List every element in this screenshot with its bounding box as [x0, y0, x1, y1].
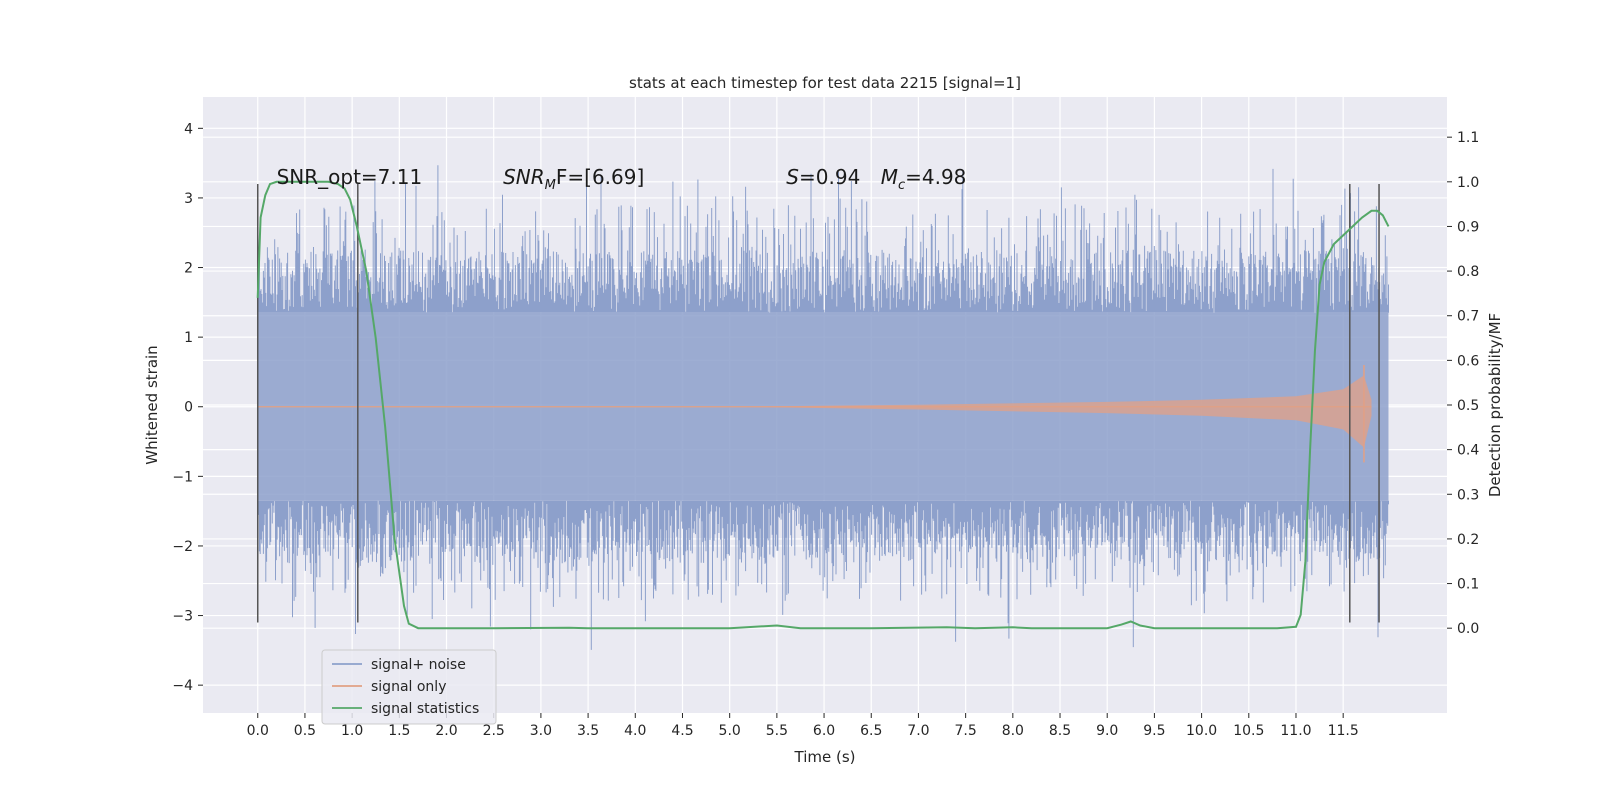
x-tick-label: 7.5: [955, 723, 977, 739]
x-axis-label: Time (s): [794, 748, 856, 766]
annotation-snr-opt: SNR_opt=7.11: [277, 165, 423, 189]
annotation-snr-mf-sub: M: [545, 178, 556, 193]
annotation-mc-var: M: [881, 165, 898, 189]
y-tick-label: 0: [184, 400, 193, 416]
x-tick-label: 8.5: [1049, 723, 1071, 739]
y2-tick-label: 0.4: [1457, 443, 1479, 459]
y-tick-label: 2: [184, 261, 193, 277]
x-tick-label: 3.5: [577, 723, 599, 739]
x-tick-label: 0.0: [247, 723, 269, 739]
x-axis-ticks: 0.0 0.5 1.0 1.5 2.0 2.5 3.0 3.5 4.0 4.5 5.0 5.5 6.0 6…: [247, 713, 1359, 739]
vertical-markers: [256, 184, 1380, 623]
y2-tick-label: 0.0: [1457, 621, 1479, 637]
y2-tick-label: 0.7: [1457, 309, 1479, 325]
annotation-mc: Mc=4.98: [881, 165, 967, 193]
legend-box: [321, 649, 497, 725]
x-tick-label: 2.0: [435, 723, 457, 739]
y-axis-label: Whitened strain: [143, 345, 161, 464]
y-tick-label: 3: [184, 191, 193, 207]
series-signal-only: [257, 364, 1372, 463]
x-tick-label: 11.0: [1280, 723, 1311, 739]
chart-title: stats at each timestep for test data 221…: [629, 74, 1021, 92]
y-axis-ticks: −4 −3 −2 −1 0 1 2 3 4: [172, 121, 203, 694]
y2-tick-label: 0.8: [1457, 264, 1479, 280]
y2-tick-label: 0.1: [1457, 577, 1479, 593]
x-tick-label: 1.5: [388, 723, 410, 739]
x-tick-label: 3.0: [530, 723, 552, 739]
x-tick-label: 6.5: [860, 723, 882, 739]
x-tick-label: 9.0: [1096, 723, 1118, 739]
x-tick-label: 9.5: [1143, 723, 1165, 739]
y-tick-label: 1: [184, 330, 193, 346]
x-tick-label: 5.5: [766, 723, 788, 739]
y-tick-label: −4: [172, 678, 193, 694]
legend-label-signal-statistics: signal statistics: [371, 701, 479, 717]
annotation-s: S=0.94: [786, 165, 860, 189]
y2-tick-label: 0.5: [1457, 398, 1479, 414]
annotation-mc-sub: c: [898, 178, 905, 193]
y2-tick-label: 0.6: [1457, 353, 1479, 369]
x-tick-label: 4.0: [624, 723, 646, 739]
x-tick-label: 2.5: [483, 723, 505, 739]
annotation-s-var: S: [786, 165, 799, 189]
x-tick-label: 8.0: [1002, 723, 1024, 739]
annotations: SNR_opt=7.11 SNRMF=[6.69] S=0.94 Mc=4.98: [277, 165, 967, 193]
x-tick-label: 6.0: [813, 723, 835, 739]
x-tick-label: 5.0: [719, 723, 741, 739]
x-tick-label: 7.0: [907, 723, 929, 739]
x-tick-label: 10.5: [1233, 723, 1264, 739]
y-tick-label: −2: [172, 539, 193, 555]
annotation-snr-mf-rest: F=[6.69]: [556, 165, 644, 189]
legend-label-signal-noise: signal+ noise: [371, 657, 466, 673]
signal-envelope: [257, 375, 1372, 448]
y2-tick-label: 1.1: [1457, 130, 1479, 146]
x-tick-label: 4.5: [671, 723, 693, 739]
y2-tick-label: 0.3: [1457, 487, 1479, 503]
x-tick-label: 11.5: [1328, 723, 1359, 739]
x-tick-label: 10.0: [1186, 723, 1217, 739]
y2-tick-label: 0.9: [1457, 219, 1479, 235]
annotation-snr-mf-main: SNR: [503, 165, 545, 189]
x-tick-label: 0.5: [294, 723, 316, 739]
y2-axis-ticks: 0.0 0.1 0.2 0.3 0.4 0.5 0.6 0.7 0.8 0.9 1.0 1.1: [1447, 130, 1479, 637]
annotation-s-value: =0.94: [799, 165, 860, 189]
y2-axis-label: Detection probability/MF: [1486, 313, 1504, 497]
legend: signal+ noise signal only signal statist…: [321, 649, 497, 725]
x-tick-label: 1.0: [341, 723, 363, 739]
legend-label-signal-only: signal only: [371, 679, 446, 695]
y2-tick-label: 1.0: [1457, 175, 1479, 191]
annotation-mc-value: =4.98: [905, 165, 966, 189]
series-signal-statistics: [256, 180, 1390, 630]
annotation-snr-mf: SNRMF=[6.69]: [503, 165, 644, 193]
y-tick-label: 4: [184, 121, 193, 137]
statistics-line: [256, 180, 1390, 630]
y2-tick-label: 0.2: [1457, 532, 1479, 548]
y-tick-label: −1: [172, 469, 193, 485]
y-tick-label: −3: [172, 609, 193, 625]
